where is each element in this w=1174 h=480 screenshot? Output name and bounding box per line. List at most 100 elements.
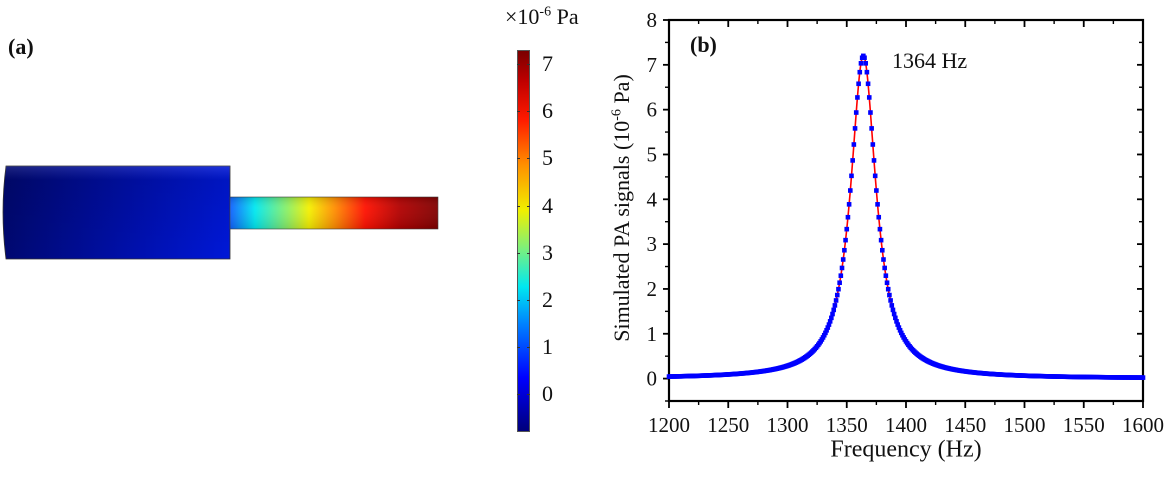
data-point bbox=[891, 311, 897, 317]
y-tick-label: 1 bbox=[647, 322, 658, 346]
data-point bbox=[839, 265, 845, 271]
data-point bbox=[872, 173, 878, 179]
colorbar-tick-label: 0 bbox=[542, 381, 553, 407]
data-point bbox=[829, 315, 834, 321]
colorbar-unit-suffix: Pa bbox=[551, 4, 579, 29]
y-axis-label-main: Simulated PA signals (10 bbox=[609, 120, 634, 342]
data-point bbox=[864, 69, 870, 75]
data-point bbox=[849, 173, 854, 179]
data-point bbox=[823, 330, 828, 336]
panel-a-label: (a) bbox=[8, 34, 34, 59]
data-point bbox=[821, 332, 827, 338]
data-point bbox=[868, 110, 873, 115]
fit-line bbox=[668, 54, 1143, 379]
data-point bbox=[897, 328, 903, 333]
data-point bbox=[874, 188, 879, 193]
x-tick-label: 1400 bbox=[885, 413, 927, 437]
data-point bbox=[824, 328, 829, 333]
data-point bbox=[878, 237, 884, 243]
data-point bbox=[845, 214, 851, 220]
y-tick-label: 3 bbox=[647, 232, 658, 256]
data-point bbox=[894, 319, 899, 324]
y-axis-ticks: 0 1 2 3 4 5 6 7 8 bbox=[647, 8, 1143, 402]
data-point bbox=[826, 322, 832, 327]
data-point bbox=[889, 303, 895, 308]
data-point bbox=[858, 61, 864, 66]
data-point bbox=[831, 307, 837, 313]
peak-annotation: 1364 Hz bbox=[892, 48, 968, 73]
x-axis-ticks: 1200 1250 1300 1350 1400 1450 1500 1550 1600 bbox=[648, 20, 1164, 437]
data-point bbox=[853, 110, 859, 115]
data-point bbox=[898, 330, 904, 336]
data-point bbox=[890, 307, 896, 313]
data-point bbox=[850, 158, 855, 163]
buffer-cylinder bbox=[2, 165, 231, 260]
data-point bbox=[881, 257, 886, 262]
data-point bbox=[856, 81, 861, 87]
y-axis-label-tail: Pa) bbox=[609, 74, 634, 110]
colorbar-tick-label: 4 bbox=[542, 192, 553, 218]
data-point bbox=[1140, 375, 1146, 380]
colorbar-unit-exponent: -6 bbox=[539, 4, 552, 20]
data-point bbox=[834, 292, 840, 298]
y-tick-label: 7 bbox=[647, 53, 658, 77]
y-axis-label: Simulated PA signals (10-6 Pa) bbox=[609, 74, 635, 342]
data-point bbox=[895, 322, 901, 327]
data-point bbox=[887, 292, 892, 298]
data-point bbox=[877, 226, 883, 232]
x-tick-label: 1350 bbox=[826, 413, 868, 437]
data-point bbox=[852, 126, 858, 131]
x-tick-label: 1550 bbox=[1063, 413, 1105, 437]
data-point bbox=[843, 237, 848, 243]
data-point bbox=[870, 142, 876, 147]
data-point bbox=[865, 81, 871, 87]
data-point bbox=[871, 158, 877, 163]
y-tick-label: 5 bbox=[647, 142, 658, 166]
fit-curve bbox=[668, 54, 1143, 379]
colorbar-tick-label: 7 bbox=[542, 51, 553, 77]
data-point bbox=[830, 311, 835, 317]
data-point bbox=[869, 126, 874, 131]
colorbar-tick-label: 6 bbox=[542, 98, 553, 124]
x-axis-label: Frequency (Hz) bbox=[830, 436, 982, 463]
colorbar bbox=[517, 50, 530, 432]
x-tick-label: 1500 bbox=[1004, 413, 1046, 437]
y-tick-label: 2 bbox=[647, 277, 658, 301]
colorbar-tick-label: 2 bbox=[542, 286, 553, 312]
colorbar-tick-label: 5 bbox=[542, 145, 553, 171]
data-point bbox=[896, 325, 902, 330]
data-point bbox=[884, 280, 890, 286]
data-point bbox=[862, 55, 867, 61]
colorbar-tick-label: 3 bbox=[542, 239, 553, 265]
panel-b-label: (b) bbox=[690, 32, 717, 57]
x-tick-label: 1300 bbox=[767, 413, 809, 437]
data-point bbox=[866, 95, 872, 100]
data-point bbox=[880, 247, 885, 253]
y-axis-label-exponent: -6 bbox=[609, 109, 625, 121]
data-point bbox=[885, 286, 891, 292]
y-tick-label: 4 bbox=[647, 187, 658, 211]
data-point bbox=[848, 188, 853, 193]
data-point bbox=[888, 298, 893, 303]
data-point bbox=[836, 286, 841, 292]
colorbar-tick-label: 1 bbox=[542, 334, 553, 360]
data-point bbox=[827, 319, 833, 324]
data-point bbox=[876, 214, 882, 220]
data-point bbox=[893, 315, 898, 321]
x-tick-label: 1600 bbox=[1122, 413, 1164, 437]
data-markers bbox=[666, 53, 1146, 380]
data-point bbox=[882, 265, 887, 271]
data-point bbox=[851, 142, 857, 147]
x-tick-label: 1250 bbox=[707, 413, 749, 437]
data-point bbox=[832, 303, 838, 308]
data-point bbox=[855, 95, 860, 100]
data-point bbox=[846, 202, 852, 207]
y-tick-label: 8 bbox=[647, 8, 658, 32]
data-point bbox=[833, 298, 839, 303]
y-tick-label: 6 bbox=[647, 98, 658, 122]
data-point bbox=[857, 69, 863, 75]
data-point bbox=[844, 226, 850, 232]
colorbar-unit: ×10-6 Pa bbox=[505, 4, 579, 30]
data-point bbox=[842, 247, 847, 253]
